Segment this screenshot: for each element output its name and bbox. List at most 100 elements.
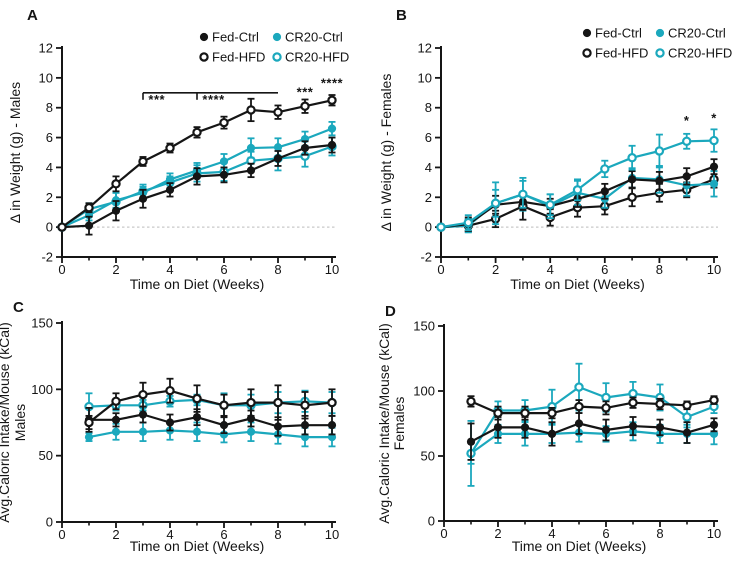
data-point-Fed-Ctrl-week-9 [300, 143, 310, 153]
x-tick-label: 2 [112, 527, 119, 542]
y-tick-label: 10 [418, 70, 432, 85]
data-point-Fed-HFD-week-0 [57, 222, 67, 232]
data-point-Fed-Ctrl-week-5 [574, 419, 584, 428]
x-tick-label: 4 [548, 526, 555, 541]
data-point-Fed-Ctrl-week-8 [273, 154, 283, 163]
x-tick-label: 2 [112, 262, 119, 277]
data-point-Fed-HFD-week-2 [493, 408, 503, 418]
data-point-CR20-Ctrl-week-4 [165, 175, 175, 184]
series-line-CR20-Ctrl [470, 430, 714, 455]
significance-annotation: **** [321, 76, 343, 91]
data-point-Fed-Ctrl-week-6 [219, 421, 229, 430]
series-Fed-HFD [57, 94, 337, 232]
x-tick-label: 6 [220, 527, 227, 542]
data-point-Fed-HFD-week-7 [628, 398, 638, 408]
data-point-CR20-HFD-week-7 [627, 153, 637, 163]
data-point-CR20-HFD-week-1 [463, 217, 473, 228]
series-line-CR20-HFD [61, 145, 333, 229]
data-point-CR20-Ctrl-week-7 [246, 427, 256, 436]
y-tick-label: 100 [31, 382, 53, 397]
x-axis-title: Time on Diet (Weeks) [512, 538, 647, 554]
y-tick-label: 0 [428, 514, 435, 529]
data-point-CR20-HFD-week-3 [518, 189, 528, 199]
x-tick-label: 10 [707, 262, 721, 277]
significance-stars: *** [148, 92, 165, 107]
data-point-Fed-Ctrl-week-2 [111, 206, 121, 215]
series-CR20-HFD [466, 362, 719, 487]
y-axis-title-line2: Females [391, 397, 407, 451]
data-point-Fed-Ctrl-week-10 [327, 140, 337, 150]
data-point-CR20-Ctrl-week-8 [273, 143, 283, 152]
x-axis-title: Time on Diet (Weeks) [130, 276, 265, 292]
data-point-Fed-Ctrl-week-7 [628, 422, 638, 431]
data-point-Fed-HFD-week-9 [300, 400, 310, 410]
data-point-Fed-Ctrl-week-3 [138, 410, 148, 419]
panel-A: A -2 0 2 4 6 8 10 12 0 2 4 6 8 10 Time on Diet (Weeks) Δ… [7, 7, 349, 292]
data-point-Fed-HFD-week-1 [84, 417, 94, 428]
data-point-Fed-Ctrl-week-4 [165, 418, 175, 427]
series-Fed-HFD [466, 395, 719, 421]
y-axis-title-line2: Males [12, 404, 28, 441]
y-tick-label: 10 [39, 70, 53, 85]
y-tick-label: 12 [418, 41, 432, 56]
y-tick-label: 4 [46, 160, 53, 175]
panel-D: D 0 50 100 150 0 2 4 6 8 10 Time on Diet (Weeks) Avg… [376, 303, 721, 554]
data-point-CR20-HFD-week-9 [682, 412, 692, 422]
series-CR20-HFD [436, 128, 719, 232]
legend-A: Fed-Ctrl Fed-HFD CR20-Ctrl CR20-HFD [199, 30, 349, 65]
data-point-Fed-Ctrl-week-8 [655, 423, 665, 432]
data-point-CR20-HFD-week-8 [654, 146, 665, 156]
significance-annotation: * [711, 111, 717, 126]
data-point-Fed-Ctrl-week-6 [600, 187, 609, 196]
legend-marker-CR20-Ctrl [655, 28, 665, 38]
legend-label-Fed-HFD: Fed-HFD [212, 50, 265, 65]
data-point-CR20-HFD-week-9 [682, 136, 692, 147]
data-point-Fed-HFD-week-2 [111, 396, 121, 406]
series-Fed-Ctrl [57, 136, 337, 236]
data-point-Fed-Ctrl-week-3 [520, 423, 530, 432]
significance-annotation: * [684, 113, 690, 128]
x-tick-label: 8 [274, 527, 281, 542]
x-tick-label: 6 [602, 526, 609, 541]
data-point-Fed-Ctrl-week-9 [682, 172, 691, 181]
data-point-CR20-Ctrl-week-10 [709, 179, 719, 188]
x-axis-title: Time on Diet (Weeks) [510, 276, 645, 292]
legend-B: Fed-Ctrl Fed-HFD CR20-Ctrl CR20-HFD [582, 26, 732, 61]
y-tick-label: 2 [425, 190, 432, 205]
legend-marker-CR20-HFD [655, 48, 665, 58]
data-point-CR20-Ctrl-week-2 [111, 427, 121, 436]
data-point-Fed-HFD-week-5 [192, 127, 202, 138]
data-point-Fed-Ctrl-week-9 [300, 421, 310, 430]
legend-label-CR20-Ctrl: CR20-Ctrl [668, 26, 726, 41]
y-tick-label: 8 [46, 100, 53, 115]
data-point-Fed-HFD-week-9 [300, 101, 310, 111]
data-point-CR20-Ctrl-week-3 [138, 427, 148, 436]
y-tick-label: 150 [413, 319, 435, 334]
x-tick-label: 0 [58, 262, 65, 277]
legend-marker-Fed-Ctrl [582, 28, 592, 38]
x-tick-label: 0 [58, 527, 65, 542]
panel-C: C 0 50 100 150 0 2 4 6 8 10 Time on Diet (Weeks) Avg… [0, 299, 339, 554]
x-tick-label: 2 [494, 526, 501, 541]
data-point-CR20-Ctrl-week-5 [192, 427, 202, 436]
data-point-Fed-Ctrl-week-6 [219, 170, 229, 179]
data-point-CR20-HFD-week-6 [600, 164, 610, 174]
axes-A: -2 0 2 4 6 8 10 12 0 2 4 6 8 10 [39, 41, 340, 278]
legend-marker-Fed-HFD [199, 52, 209, 62]
data-point-Fed-Ctrl-week-4 [547, 429, 557, 438]
data-point-Fed-Ctrl-week-10 [709, 420, 719, 429]
axes-D: 0 50 100 150 0 2 4 6 8 10 [413, 319, 721, 542]
y-tick-label: -2 [420, 250, 432, 265]
data-point-Fed-Ctrl-week-4 [165, 185, 175, 194]
x-tick-label: 8 [656, 526, 663, 541]
legend-marker-CR20-Ctrl [272, 32, 282, 42]
y-tick-label: 6 [46, 130, 53, 145]
data-point-CR20-HFD-week-10 [709, 135, 719, 146]
panel-letter-A: A [27, 7, 38, 24]
x-tick-label: 0 [440, 526, 447, 541]
data-point-Fed-HFD-week-4 [165, 143, 175, 153]
data-point-Fed-Ctrl-week-10 [327, 421, 337, 430]
data-point-Fed-HFD-week-8 [273, 397, 283, 408]
y-axis-title: Δ in Weight (g) - Females [378, 74, 394, 232]
